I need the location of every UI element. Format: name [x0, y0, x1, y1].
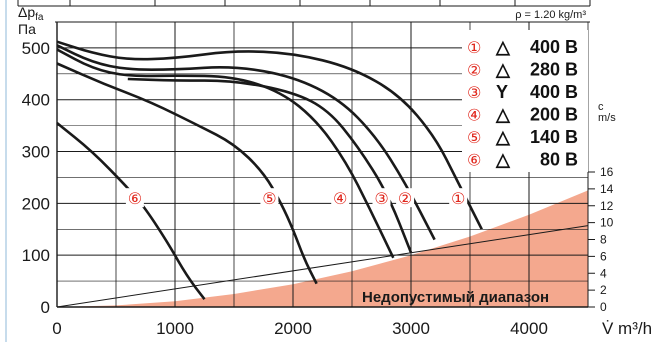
- velocity-tick-label: 2: [600, 283, 607, 297]
- velocity-tick-label: 4: [600, 266, 607, 280]
- curve-marker-background: [372, 188, 391, 208]
- fan-curve-series-5: [56, 62, 318, 285]
- legend-symbol: △: [495, 150, 511, 170]
- legend-marker: ③: [467, 83, 481, 102]
- legend-label: 200 В: [530, 105, 578, 125]
- legend-symbol: △: [495, 105, 511, 125]
- velocity-reference-line: [56, 225, 589, 308]
- velocity-axis-label: c: [598, 101, 604, 113]
- legend-box: [462, 30, 588, 172]
- velocity-tick-label: 16: [600, 165, 614, 179]
- velocity-tick-label: 6: [600, 249, 607, 263]
- y-tick-label: 100: [22, 246, 50, 265]
- legend-label: 400 В: [530, 37, 578, 57]
- velocity-tick-label: 12: [600, 199, 614, 213]
- y-axis-unit: Па: [18, 21, 36, 37]
- legend-label: 280 В: [530, 60, 578, 80]
- fan-curve-series-2: [56, 44, 436, 241]
- fan-curve-series-4: [56, 48, 395, 259]
- legend-label: 140 В: [530, 127, 578, 147]
- curve-marker-label: ⑥: [128, 189, 142, 208]
- curve-marker-label: ④: [333, 189, 347, 208]
- y-tick-label: 200: [22, 194, 50, 213]
- velocity-tick-label: 10: [600, 216, 614, 230]
- y-tick-label: 0: [41, 298, 50, 317]
- header-table-fragment: [17, 0, 591, 7]
- curve-marker-label: ①: [451, 189, 465, 208]
- y-axis-label: Δpfa: [18, 4, 44, 23]
- x-axis-unit: V̇ m³/h: [602, 319, 652, 338]
- x-tick-label: 1000: [156, 319, 194, 338]
- curve-marker-background: [125, 188, 144, 208]
- legend-symbol: Y: [496, 82, 508, 102]
- legend-marker: ②: [467, 61, 481, 80]
- curve-marker-label: ②: [398, 189, 412, 208]
- legend-label: 400 В: [530, 82, 578, 102]
- velocity-tick-label: 0: [600, 300, 607, 314]
- curve-marker-label: ⑤: [262, 189, 276, 208]
- curve-marker-background: [331, 188, 350, 208]
- curve-marker-label: ③: [374, 189, 388, 208]
- velocity-axis-unit: m/s: [598, 112, 616, 124]
- y-tick-label: 400: [22, 91, 50, 110]
- velocity-tick-label: 8: [600, 233, 607, 247]
- forbidden-zone-area: [57, 190, 588, 307]
- fan-curve-series-3: [127, 77, 413, 254]
- density-note: ρ = 1.20 kg/m³: [515, 9, 586, 21]
- curve-marker-background: [449, 188, 468, 208]
- fan-curve-series-1: [56, 40, 483, 230]
- legend-label: 80 В: [540, 150, 578, 170]
- y-tick-label: 500: [22, 39, 50, 58]
- legend-marker: ①: [467, 38, 481, 57]
- y-tick-label: 300: [22, 143, 50, 162]
- legend-symbol: △: [495, 37, 511, 57]
- x-tick-label: 2000: [274, 319, 312, 338]
- legend-symbol: △: [495, 60, 511, 80]
- x-tick-label: 3000: [392, 319, 430, 338]
- legend-marker: ⑥: [467, 151, 481, 170]
- legend-marker: ④: [467, 106, 481, 125]
- curve-marker-background: [260, 188, 279, 208]
- x-tick-label: 0: [52, 319, 61, 338]
- forbidden-zone-label: Недопустимый диапазон: [362, 289, 549, 306]
- legend-marker: ⑤: [467, 128, 481, 147]
- velocity-tick-label: 14: [600, 182, 614, 196]
- curve-marker-background: [396, 188, 415, 208]
- fan-curve-series-6: [56, 121, 206, 300]
- x-tick-label: 4000: [510, 319, 548, 338]
- legend-symbol: △: [495, 127, 511, 147]
